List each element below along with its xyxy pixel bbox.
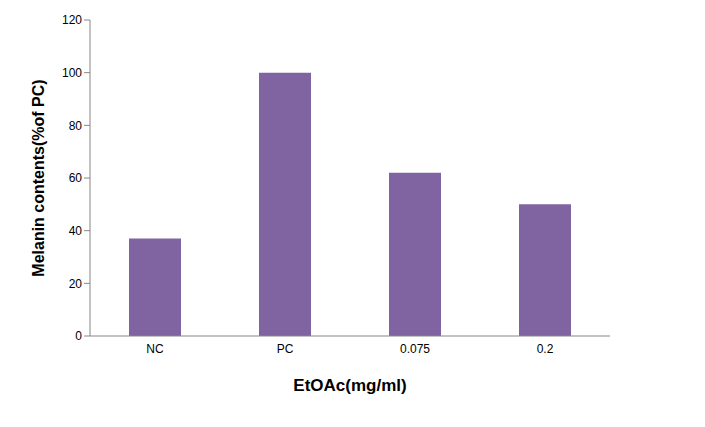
svg-text:EtOAc(mg/ml): EtOAc(mg/ml) [293,376,406,395]
svg-text:80: 80 [69,119,83,133]
svg-text:0.075: 0.075 [400,342,430,356]
svg-text:PC: PC [277,342,294,356]
svg-text:120: 120 [62,13,82,27]
svg-text:0.2: 0.2 [537,342,554,356]
svg-text:0: 0 [75,329,82,343]
svg-text:NC: NC [146,342,164,356]
svg-text:60: 60 [69,171,83,185]
svg-text:100: 100 [62,66,82,80]
svg-text:40: 40 [69,224,83,238]
svg-text:Melanin contents(%of PC): Melanin contents(%of PC) [30,79,47,276]
svg-text:20: 20 [69,277,83,291]
